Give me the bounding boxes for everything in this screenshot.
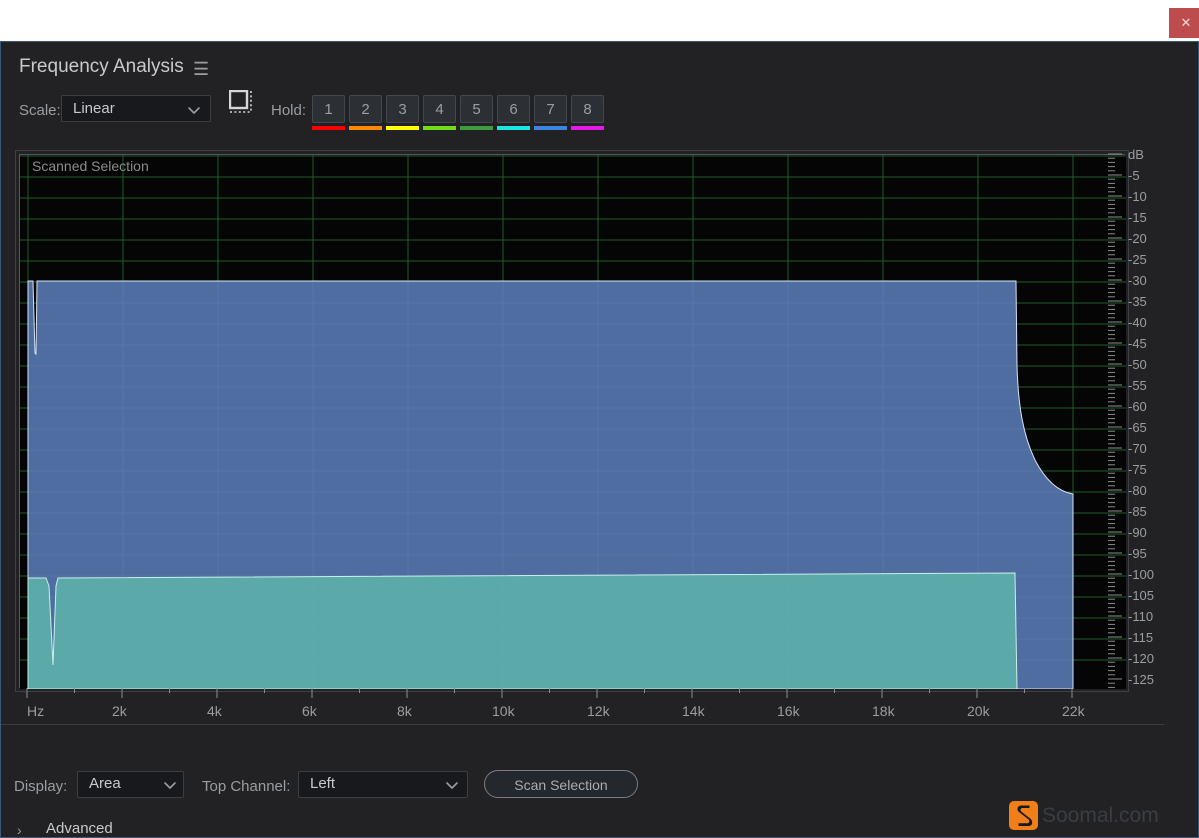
svg-text:-10: -10 [1128, 189, 1147, 204]
svg-text:22k: 22k [1062, 703, 1086, 719]
svg-text:-60: -60 [1128, 399, 1147, 414]
svg-text:-105: -105 [1128, 588, 1154, 603]
svg-text:-50: -50 [1128, 357, 1147, 372]
svg-text:-100: -100 [1128, 567, 1154, 582]
svg-text:-90: -90 [1128, 525, 1147, 540]
svg-text:-35: -35 [1128, 294, 1147, 309]
svg-text:14k: 14k [682, 703, 706, 719]
svg-text:-120: -120 [1128, 651, 1154, 666]
svg-text:18k: 18k [872, 703, 896, 719]
svg-text:-55: -55 [1128, 378, 1147, 393]
svg-text:-95: -95 [1128, 546, 1147, 561]
svg-text:-85: -85 [1128, 504, 1147, 519]
svg-text:16k: 16k [777, 703, 801, 719]
svg-text:Scanned Selection: Scanned Selection [32, 158, 149, 174]
svg-text:-45: -45 [1128, 336, 1147, 351]
svg-text:-25: -25 [1128, 252, 1147, 267]
svg-text:-125: -125 [1128, 672, 1154, 687]
svg-text:-15: -15 [1128, 210, 1147, 225]
svg-text:2k: 2k [112, 703, 128, 719]
svg-text:Hz: Hz [27, 703, 44, 719]
svg-text:8k: 8k [397, 703, 413, 719]
svg-text:-65: -65 [1128, 420, 1147, 435]
svg-text:10k: 10k [492, 703, 516, 719]
svg-text:-70: -70 [1128, 441, 1147, 456]
svg-text:6k: 6k [302, 703, 318, 719]
svg-text:-115: -115 [1128, 630, 1153, 645]
svg-text:-20: -20 [1128, 231, 1147, 246]
svg-text:-80: -80 [1128, 483, 1147, 498]
svg-text:-75: -75 [1128, 462, 1147, 477]
svg-text:-110: -110 [1128, 609, 1153, 624]
svg-text:4k: 4k [207, 703, 223, 719]
svg-text:20k: 20k [967, 703, 991, 719]
svg-text:-30: -30 [1128, 273, 1147, 288]
svg-text:-40: -40 [1128, 315, 1147, 330]
svg-text:dB: dB [1128, 147, 1144, 162]
svg-text:-5: -5 [1128, 168, 1140, 183]
svg-text:12k: 12k [587, 703, 611, 719]
